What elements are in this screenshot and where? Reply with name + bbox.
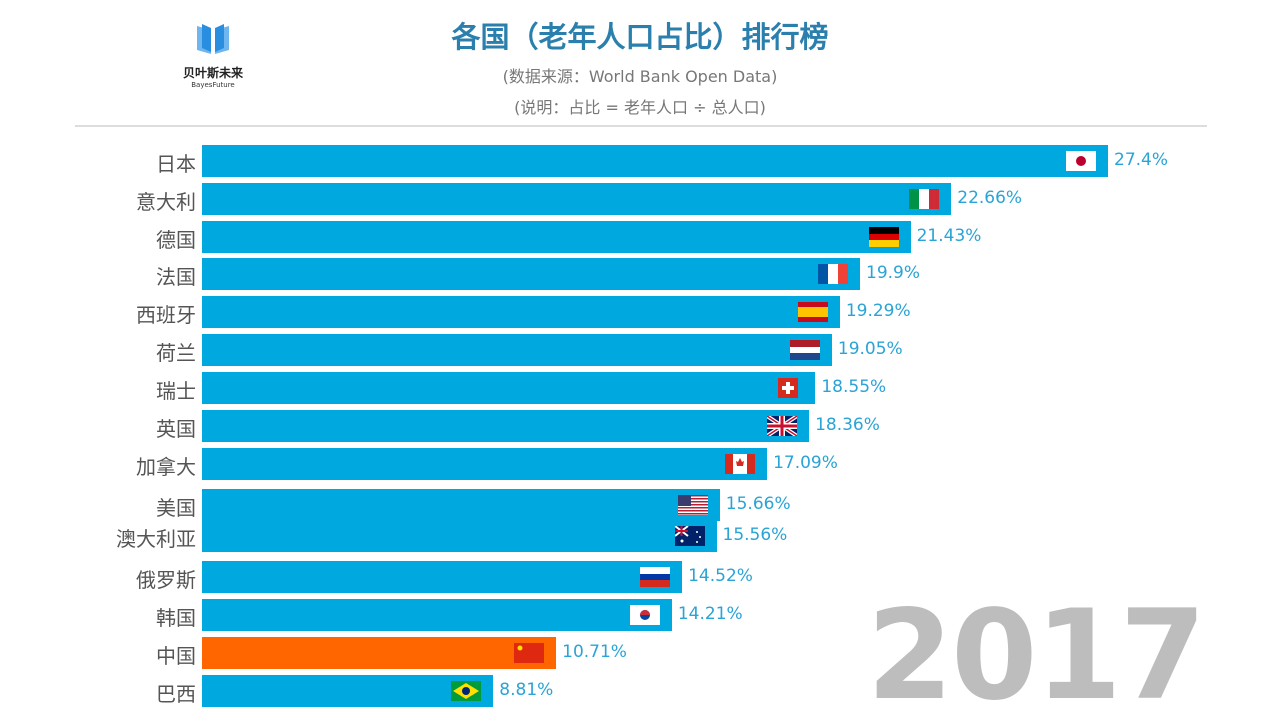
bar [202,410,810,442]
bar [202,599,672,631]
note: (说明：占比 = 老年人口 ÷ 总人口) [514,98,766,117]
category-label: 中国 [156,644,196,668]
logo: 贝叶斯未来 BayesFuture [170,22,256,89]
bar [202,675,494,707]
value-label: 8.81% [499,680,554,700]
logo-name: 贝叶斯未来 [182,66,243,80]
book-icon [197,24,229,54]
flag-cn-icon [514,643,545,663]
logo-english: BayesFuture [191,81,235,89]
value-label: 18.36% [815,415,880,435]
value-label: 27.4% [1114,150,1169,170]
value-label: 14.21% [677,604,743,624]
category-label: 瑞士 [156,379,196,403]
value-label: 14.52% [688,566,753,586]
category-label: 英国 [156,417,196,441]
bar [202,637,557,669]
divider [75,125,1207,127]
category-label: 日本 [156,152,196,176]
category-label: 法国 [156,265,196,289]
year-label: 2017 [866,584,1206,728]
value-label: 19.29% [845,301,911,321]
category-label: 德国 [156,228,196,252]
flag-nl-icon [789,340,820,360]
flag-ch-icon [773,378,803,398]
bar [202,489,720,521]
page-title: 各国（老年人口占比）排行榜 [451,20,829,54]
flag-au-icon [673,525,705,546]
flag-es-icon [797,302,828,322]
flag-ca-icon [725,454,756,474]
bar [202,372,816,404]
category-label: 西班牙 [136,303,196,327]
value-label: 17.09% [773,453,838,473]
flag-jp-icon [1066,151,1096,171]
category-label: 俄罗斯 [136,568,196,592]
value-label: 21.43% [916,226,982,246]
bar [202,258,860,290]
value-label: 22.66% [957,188,1023,208]
flag-fr-icon [818,264,848,284]
flag-de-icon [868,227,899,247]
bar [202,561,683,593]
bar [202,296,840,328]
category-label: 巴西 [156,682,196,706]
bar [202,221,911,253]
bar [202,183,952,215]
value-label: 15.56% [722,525,788,545]
bar [202,334,832,366]
value-label: 18.55% [821,377,887,397]
data-source: (数据来源：World Bank Open Data) [502,67,778,86]
category-label: 荷兰 [156,341,196,365]
category-label: 韩国 [156,606,196,630]
flag-ru-icon [640,567,671,587]
flag-gb-icon [765,414,799,438]
value-label: 15.66% [725,494,791,514]
flag-br-icon [451,681,482,701]
category-label: 澳大利亚 [116,527,196,551]
value-label: 10.71% [562,642,627,662]
bar [202,520,717,552]
category-label: 意大利 [136,190,196,214]
value-label: 19.9% [866,263,921,283]
category-label: 美国 [156,496,196,520]
flag-it-icon [909,189,940,209]
value-label: 19.05% [837,339,903,359]
flag-kr-icon [629,605,660,625]
bar [202,448,768,480]
category-label: 加拿大 [136,455,196,479]
flag-us-icon [677,495,708,515]
bar [202,145,1108,177]
